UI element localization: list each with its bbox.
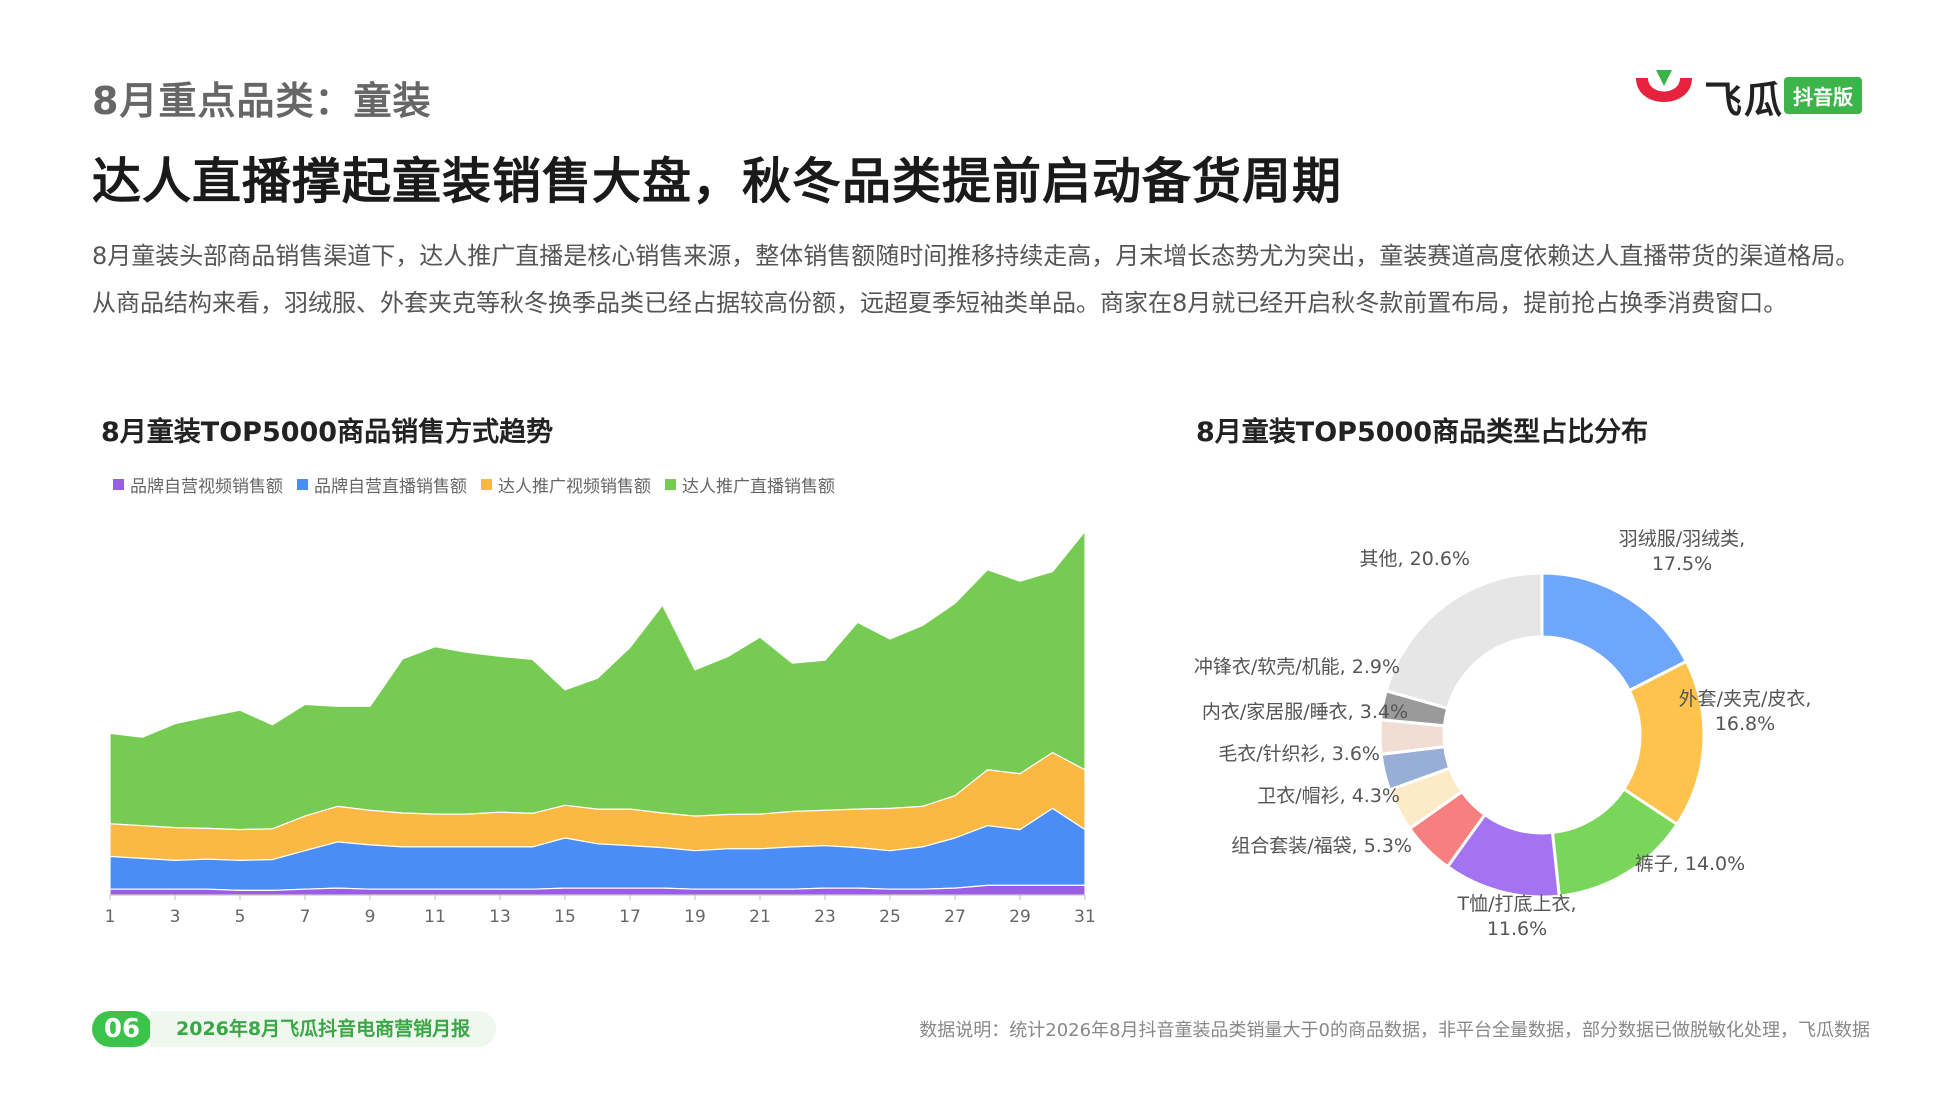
x-tick-label: 29 bbox=[1009, 907, 1031, 927]
x-tick-label: 19 bbox=[684, 907, 706, 927]
logo-text: 飞瓜 bbox=[1704, 78, 1785, 122]
page-headline: 达人直播撑起童装销售大盘，秋冬品类提前启动备货周期 bbox=[92, 153, 1343, 210]
area-chart-title: 8月童装TOP5000商品销售方式趋势 bbox=[101, 417, 554, 448]
legend-swatch bbox=[113, 479, 124, 490]
legend-item: 品牌自营直播销售额 bbox=[297, 472, 467, 497]
donut-slice-label: 其他, 20.6% bbox=[1360, 548, 1470, 570]
page-kicker: 8月重点品类：童装 bbox=[92, 79, 432, 123]
donut-chart-title: 8月童装TOP5000商品类型占比分布 bbox=[1196, 417, 1649, 448]
legend-item: 达人推广视频销售额 bbox=[481, 472, 651, 497]
donut-slice-label: T恤/打底上衣, 11.6% bbox=[1456, 893, 1576, 940]
legend-label: 品牌自营直播销售额 bbox=[314, 477, 467, 497]
x-tick-label: 9 bbox=[365, 907, 376, 927]
feigua-logo: 飞瓜 抖音版 bbox=[1632, 66, 1872, 122]
feigua-logo-icon bbox=[1636, 70, 1692, 102]
x-tick-label: 23 bbox=[814, 907, 836, 927]
logo-badge: 抖音版 bbox=[1784, 77, 1862, 114]
donut-slice-label: 内衣/家居服/睡衣, 3.4% bbox=[1202, 701, 1408, 723]
x-tick-label: 5 bbox=[235, 907, 246, 927]
data-footnote: 数据说明：统计2026年8月抖音童装品类销量大于0的商品数据，非平台全量数据，部… bbox=[919, 1020, 1870, 1041]
legend-label: 达人推广视频销售额 bbox=[498, 477, 651, 497]
x-tick-label: 27 bbox=[944, 907, 966, 927]
legend-label: 品牌自营视频销售额 bbox=[130, 477, 283, 497]
x-tick-label: 21 bbox=[749, 907, 771, 927]
stacked-area-chart: 1 3 5 7 9 11 13 15 17 19 21 23 25 27 29 31 bbox=[105, 530, 1096, 927]
area-series-3 bbox=[109, 530, 1086, 831]
x-tick-label: 11 bbox=[424, 907, 446, 927]
donut-slice-label: 卫衣/帽衫, 4.3% bbox=[1257, 785, 1400, 807]
x-tick-label: 1 bbox=[105, 907, 116, 927]
x-tick-label: 17 bbox=[619, 907, 641, 927]
donut-slice-label: 羽绒服/羽绒类, 17.5% bbox=[1619, 528, 1745, 575]
intro-paragraph: 8月童装头部商品销售渠道下，达人推广直播是核心销售来源，整体销售额随时间推移持续… bbox=[92, 242, 1860, 317]
legend-swatch bbox=[297, 479, 308, 490]
legend-swatch bbox=[481, 479, 492, 490]
donut-slice-label: 外套/夹克/皮衣, 16.8% bbox=[1679, 688, 1812, 735]
legend-item: 达人推广直播销售额 bbox=[665, 472, 835, 497]
x-tick-label: 25 bbox=[879, 907, 901, 927]
legend-swatch bbox=[665, 479, 676, 490]
donut-slice-label: 冲锋衣/软壳/机能, 2.9% bbox=[1194, 656, 1400, 678]
x-tick-label: 15 bbox=[554, 907, 576, 927]
x-tick-label: 7 bbox=[300, 907, 311, 927]
legend-item: 品牌自营视频销售额 bbox=[113, 472, 283, 497]
donut-slice-label: 裤子, 14.0% bbox=[1635, 853, 1745, 875]
legend-label: 达人推广直播销售额 bbox=[682, 477, 835, 497]
report-name: 2026年8月飞瓜抖音电商营销月报 bbox=[150, 1011, 497, 1047]
donut-chart: 羽绒服/羽绒类, 17.5% 外套/夹克/皮衣, 16.8% 裤子, 14.0% T恤/打… bbox=[1194, 528, 1812, 940]
donut-slice-9 bbox=[1384, 571, 1544, 711]
x-tick-label: 31 bbox=[1074, 907, 1096, 927]
area-chart-legend: 品牌自营视频销售额 品牌自营直播销售额 达人推广视频销售额 达人推广直播销售额 bbox=[113, 472, 835, 497]
donut-slice-label: 组合套装/福袋, 5.3% bbox=[1231, 835, 1412, 857]
page-number-badge: 06 bbox=[92, 1011, 152, 1047]
x-tick-label: 13 bbox=[489, 907, 511, 927]
donut-slice-label: 毛衣/针织衫, 3.6% bbox=[1218, 743, 1380, 765]
x-tick-label: 3 bbox=[170, 907, 181, 927]
